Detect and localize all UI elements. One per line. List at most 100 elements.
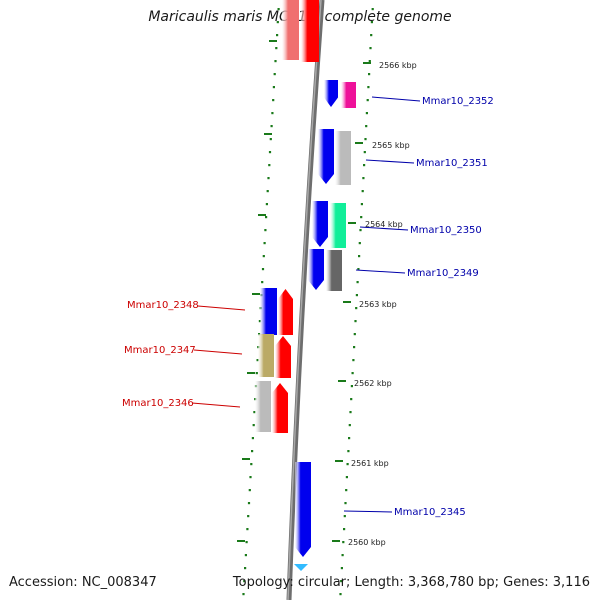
tick-dot xyxy=(347,450,350,453)
tick-dot xyxy=(264,229,267,232)
major-tick xyxy=(355,142,363,144)
tick-dot xyxy=(365,125,368,128)
major-tick xyxy=(348,222,356,224)
scale-label-2566: 2566 kbp xyxy=(379,61,417,70)
tick-dot xyxy=(251,450,254,453)
tick-dot xyxy=(251,437,254,440)
tick-dot xyxy=(362,177,365,180)
tick-dot xyxy=(368,60,371,63)
tick-dot xyxy=(365,112,368,115)
gene-olive-left-2347 xyxy=(258,334,274,377)
major-tick xyxy=(264,133,272,135)
accession-text: Accession: NC_008347 xyxy=(9,575,157,590)
tick-dot xyxy=(261,268,265,271)
tick-dot xyxy=(268,151,272,154)
tick-dot xyxy=(364,138,367,141)
tick-dot xyxy=(340,567,343,570)
gene-label-mmar10-2351[interactable]: Mmar10_2351 xyxy=(416,158,488,169)
tick-dot xyxy=(349,411,352,414)
gene-label-mmar10-2347[interactable]: Mmar10_2347 xyxy=(124,345,196,356)
tick-dot xyxy=(247,502,251,505)
leader-2347 xyxy=(193,349,243,355)
tick-dot xyxy=(345,476,348,479)
tick-dot xyxy=(359,229,362,232)
tick-dot xyxy=(266,190,269,193)
tick-dot xyxy=(360,203,363,206)
tick-dot xyxy=(353,333,356,336)
tick-dot xyxy=(265,216,268,219)
map-title: Maricaulis maris MCS10, complete genome xyxy=(148,9,452,25)
gene-label-mmar10-2352[interactable]: Mmar10_2352 xyxy=(422,96,494,107)
outer-tick-line xyxy=(339,8,374,596)
tick-dot xyxy=(339,593,342,596)
tick-dot xyxy=(357,268,360,271)
gene-mmar10-2346 xyxy=(272,383,288,433)
tick-dot xyxy=(348,437,351,440)
gene-top-red xyxy=(301,0,319,62)
leader-2352 xyxy=(371,96,421,102)
scale-label-2565: 2565 kbp xyxy=(372,141,410,150)
gene-arrow-blue-2350a xyxy=(312,201,328,247)
gene-arrow-blue-2351a xyxy=(318,129,334,184)
tick-dot xyxy=(344,502,347,505)
gene-mmar10-2345 xyxy=(295,462,311,557)
tick-dot xyxy=(355,294,358,297)
tick-dot xyxy=(369,47,372,50)
gene-labels: Mmar10_2352 Mmar10_2351 Mmar10_2350 Mmar… xyxy=(122,96,494,518)
scale-label-2562: 2562 kbp xyxy=(354,379,392,388)
gene-cyan-marker xyxy=(294,564,308,571)
tick-dot xyxy=(262,255,265,258)
tick-dot xyxy=(353,346,356,349)
tick-dot xyxy=(275,47,278,50)
tick-dot xyxy=(258,320,261,323)
leader-2348 xyxy=(197,305,246,311)
major-tick xyxy=(247,372,255,374)
tick-dot xyxy=(245,541,248,544)
tick-dot xyxy=(367,86,370,89)
scale-label-2561: 2561 kbp xyxy=(351,459,389,468)
gene-mmar10-2350 xyxy=(330,203,346,248)
tick-dot xyxy=(340,580,343,583)
tick-dot xyxy=(350,385,353,388)
gene-label-mmar10-2346[interactable]: Mmar10_2346 xyxy=(122,398,194,409)
gene-mmar10-2349 xyxy=(326,250,342,291)
gene-mmar10-2351 xyxy=(335,131,351,185)
tick-dot xyxy=(354,320,357,323)
tick-dot xyxy=(358,255,361,258)
leader-2351 xyxy=(365,159,415,164)
tick-dot xyxy=(277,8,280,11)
gene-label-mmar10-2348[interactable]: Mmar10_2348 xyxy=(127,300,199,311)
major-tick xyxy=(335,460,343,462)
backbone-highlight xyxy=(287,0,322,600)
tick-dot xyxy=(346,463,349,466)
genome-info-text: Topology: circular; Length: 3,368,780 bp… xyxy=(232,575,590,590)
tick-dot xyxy=(247,515,250,518)
scale-label-2564: 2564 kbp xyxy=(365,220,403,229)
tick-dot xyxy=(272,86,275,89)
tick-dot xyxy=(350,398,353,401)
tick-dot xyxy=(249,476,252,479)
major-tick xyxy=(269,40,277,42)
backbone-line xyxy=(286,0,325,600)
gene-gray-left-2346 xyxy=(255,381,271,432)
tick-dot xyxy=(348,424,351,427)
major-tick xyxy=(242,458,250,460)
tick-dot xyxy=(265,203,268,206)
leader-2350 xyxy=(359,226,409,231)
gene-label-mmar10-2350[interactable]: Mmar10_2350 xyxy=(410,225,482,236)
tick-dot xyxy=(366,99,369,102)
gene-label-mmar10-2349[interactable]: Mmar10_2349 xyxy=(407,268,479,279)
tick-dot xyxy=(256,359,259,362)
tick-dot xyxy=(269,138,272,141)
major-tick xyxy=(338,380,346,382)
tick-dot xyxy=(271,112,274,115)
tick-dot xyxy=(273,73,276,76)
tick-dot xyxy=(270,125,273,128)
tick-dot xyxy=(263,242,266,245)
leader-2345 xyxy=(343,510,393,513)
major-tick xyxy=(343,301,351,303)
tick-dot xyxy=(261,281,264,284)
gene-label-mmar10-2345[interactable]: Mmar10_2345 xyxy=(394,507,466,518)
tick-dot xyxy=(370,21,373,24)
